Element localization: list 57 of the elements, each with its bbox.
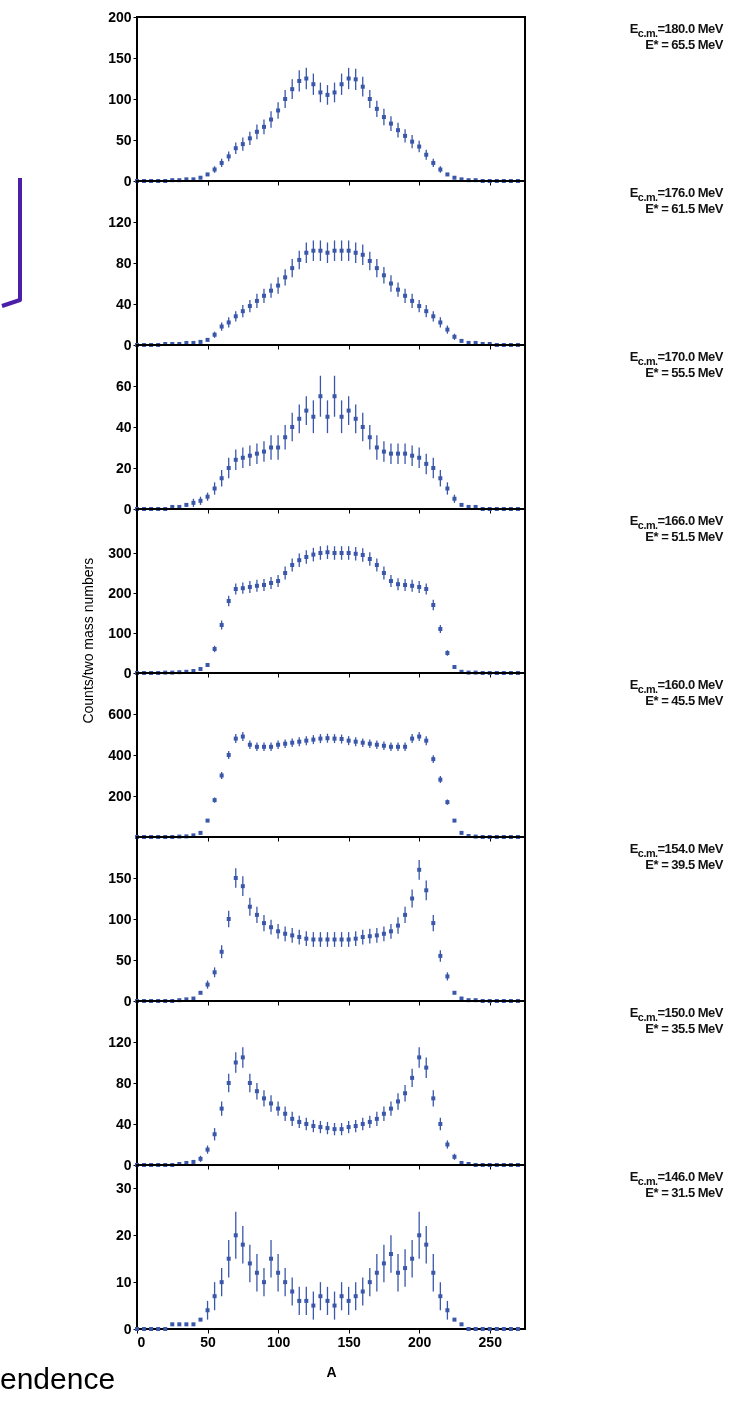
- y-tick-label: 20: [115, 459, 132, 476]
- x-tick-label: 0: [137, 1333, 146, 1350]
- y-tick-label: 100: [108, 624, 132, 641]
- x-tick-label: 250: [478, 1333, 503, 1350]
- y-tick-label: 0: [123, 1156, 132, 1173]
- y-tick-label: 50: [115, 131, 132, 148]
- text: E$_{c.m.}$=180.0 MeV: [629, 21, 723, 39]
- text: E$_{c.m.}$=150.0 MeV: [629, 1005, 723, 1023]
- y-tick-label: 80: [115, 1074, 132, 1091]
- text: E* = 65.5 MeV: [644, 37, 723, 53]
- text: endence: [0, 1362, 116, 1396]
- y-tick-label: 200: [108, 8, 132, 25]
- y-tick-label: 80: [115, 254, 132, 271]
- y-tick-label: 200: [108, 787, 132, 804]
- y-tick-label: 0: [123, 992, 132, 1009]
- y-tick-label: 0: [123, 172, 132, 189]
- text: E$_{c.m.}$=170.0 MeV: [629, 349, 723, 367]
- text: E$_{c.m.}$=160.0 MeV: [629, 677, 723, 695]
- y-tick-label: 600: [108, 705, 132, 722]
- x-tick-label: 50: [200, 1333, 217, 1350]
- x-tick-label: 200: [408, 1333, 432, 1350]
- y-tick-label: 20: [115, 1226, 132, 1243]
- y-axis-title: Counts/two mass numbers: [80, 557, 97, 724]
- x-axis-title: A: [326, 1363, 337, 1380]
- y-tick-label: 0: [123, 336, 132, 353]
- x-tick-label: 100: [266, 1333, 291, 1350]
- y-tick-label: 120: [108, 1033, 132, 1050]
- y-tick-label: 50: [115, 951, 132, 968]
- y-tick-label: 40: [115, 295, 132, 312]
- y-tick-label: 0: [123, 500, 132, 517]
- y-tick-label: 30: [115, 1179, 132, 1196]
- y-tick-label: 300: [108, 544, 132, 561]
- text: E* = 39.5 MeV: [644, 857, 723, 873]
- text: E$_{c.m.}$=154.0 MeV: [629, 841, 723, 859]
- text: E* = 31.5 MeV: [644, 1185, 723, 1201]
- text: E$_{c.m.}$=176.0 MeV: [629, 185, 723, 203]
- y-tick-label: 0: [123, 1320, 132, 1337]
- y-tick-label: 150: [108, 869, 132, 886]
- text: E$_{c.m.}$=166.0 MeV: [629, 513, 723, 531]
- text: E* = 45.5 MeV: [644, 693, 723, 709]
- y-tick-label: 60: [115, 377, 132, 394]
- y-tick-label: 10: [115, 1273, 132, 1290]
- x-tick-label: 150: [337, 1333, 362, 1350]
- y-tick-label: 150: [108, 49, 132, 66]
- text: E* = 61.5 MeV: [644, 201, 723, 217]
- y-tick-label: 100: [108, 910, 132, 927]
- y-tick-label: 40: [115, 1115, 132, 1132]
- y-tick-label: 200: [108, 584, 132, 601]
- y-tick-label: 0: [123, 664, 132, 681]
- text: E* = 55.5 MeV: [644, 365, 723, 381]
- text: E* = 51.5 MeV: [644, 529, 723, 545]
- y-tick-label: 100: [108, 90, 132, 107]
- y-tick-label: 40: [115, 418, 132, 435]
- y-tick-label: 400: [108, 746, 132, 763]
- text: E$_{c.m.}$=146.0 MeV: [629, 1169, 723, 1187]
- y-tick-label: 120: [108, 213, 132, 230]
- text: E* = 35.5 MeV: [644, 1021, 723, 1037]
